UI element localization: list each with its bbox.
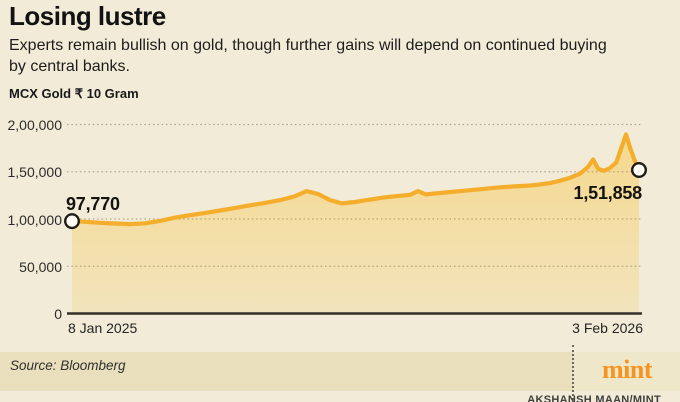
chart-unit-label: MCX Gold ₹ 10 Gram xyxy=(9,86,139,101)
y-axis-tick-50000: 50,000 xyxy=(19,259,62,275)
chart-title: Losing lustre xyxy=(9,1,166,31)
x-axis-start-date: 8 Jan 2025 xyxy=(68,320,138,336)
mint-brand-logo: mint xyxy=(602,355,653,384)
footer-dotted-divider xyxy=(572,345,574,400)
y-axis-tick-200000: 2,00,000 xyxy=(7,117,63,133)
y-axis-tick-150000: 1,50,000 xyxy=(7,164,63,180)
author-credit: AKSHANSH MAAN/MINT xyxy=(527,394,661,402)
end-value-annotation: 1,51,858 xyxy=(573,183,643,203)
source-attribution: Source: Bloomberg xyxy=(10,358,126,373)
y-axis-tick-100000: 1,00,000 xyxy=(7,212,63,228)
x-axis-end-date: 3 Feb 2026 xyxy=(572,320,643,336)
start-value-annotation: 97,770 xyxy=(66,194,120,214)
y-axis-tick-0: 0 xyxy=(54,306,62,322)
brand-panel xyxy=(573,352,680,391)
chart-subtitle: Experts remain bullish on gold, though f… xyxy=(9,37,607,75)
source-strip xyxy=(0,352,680,391)
